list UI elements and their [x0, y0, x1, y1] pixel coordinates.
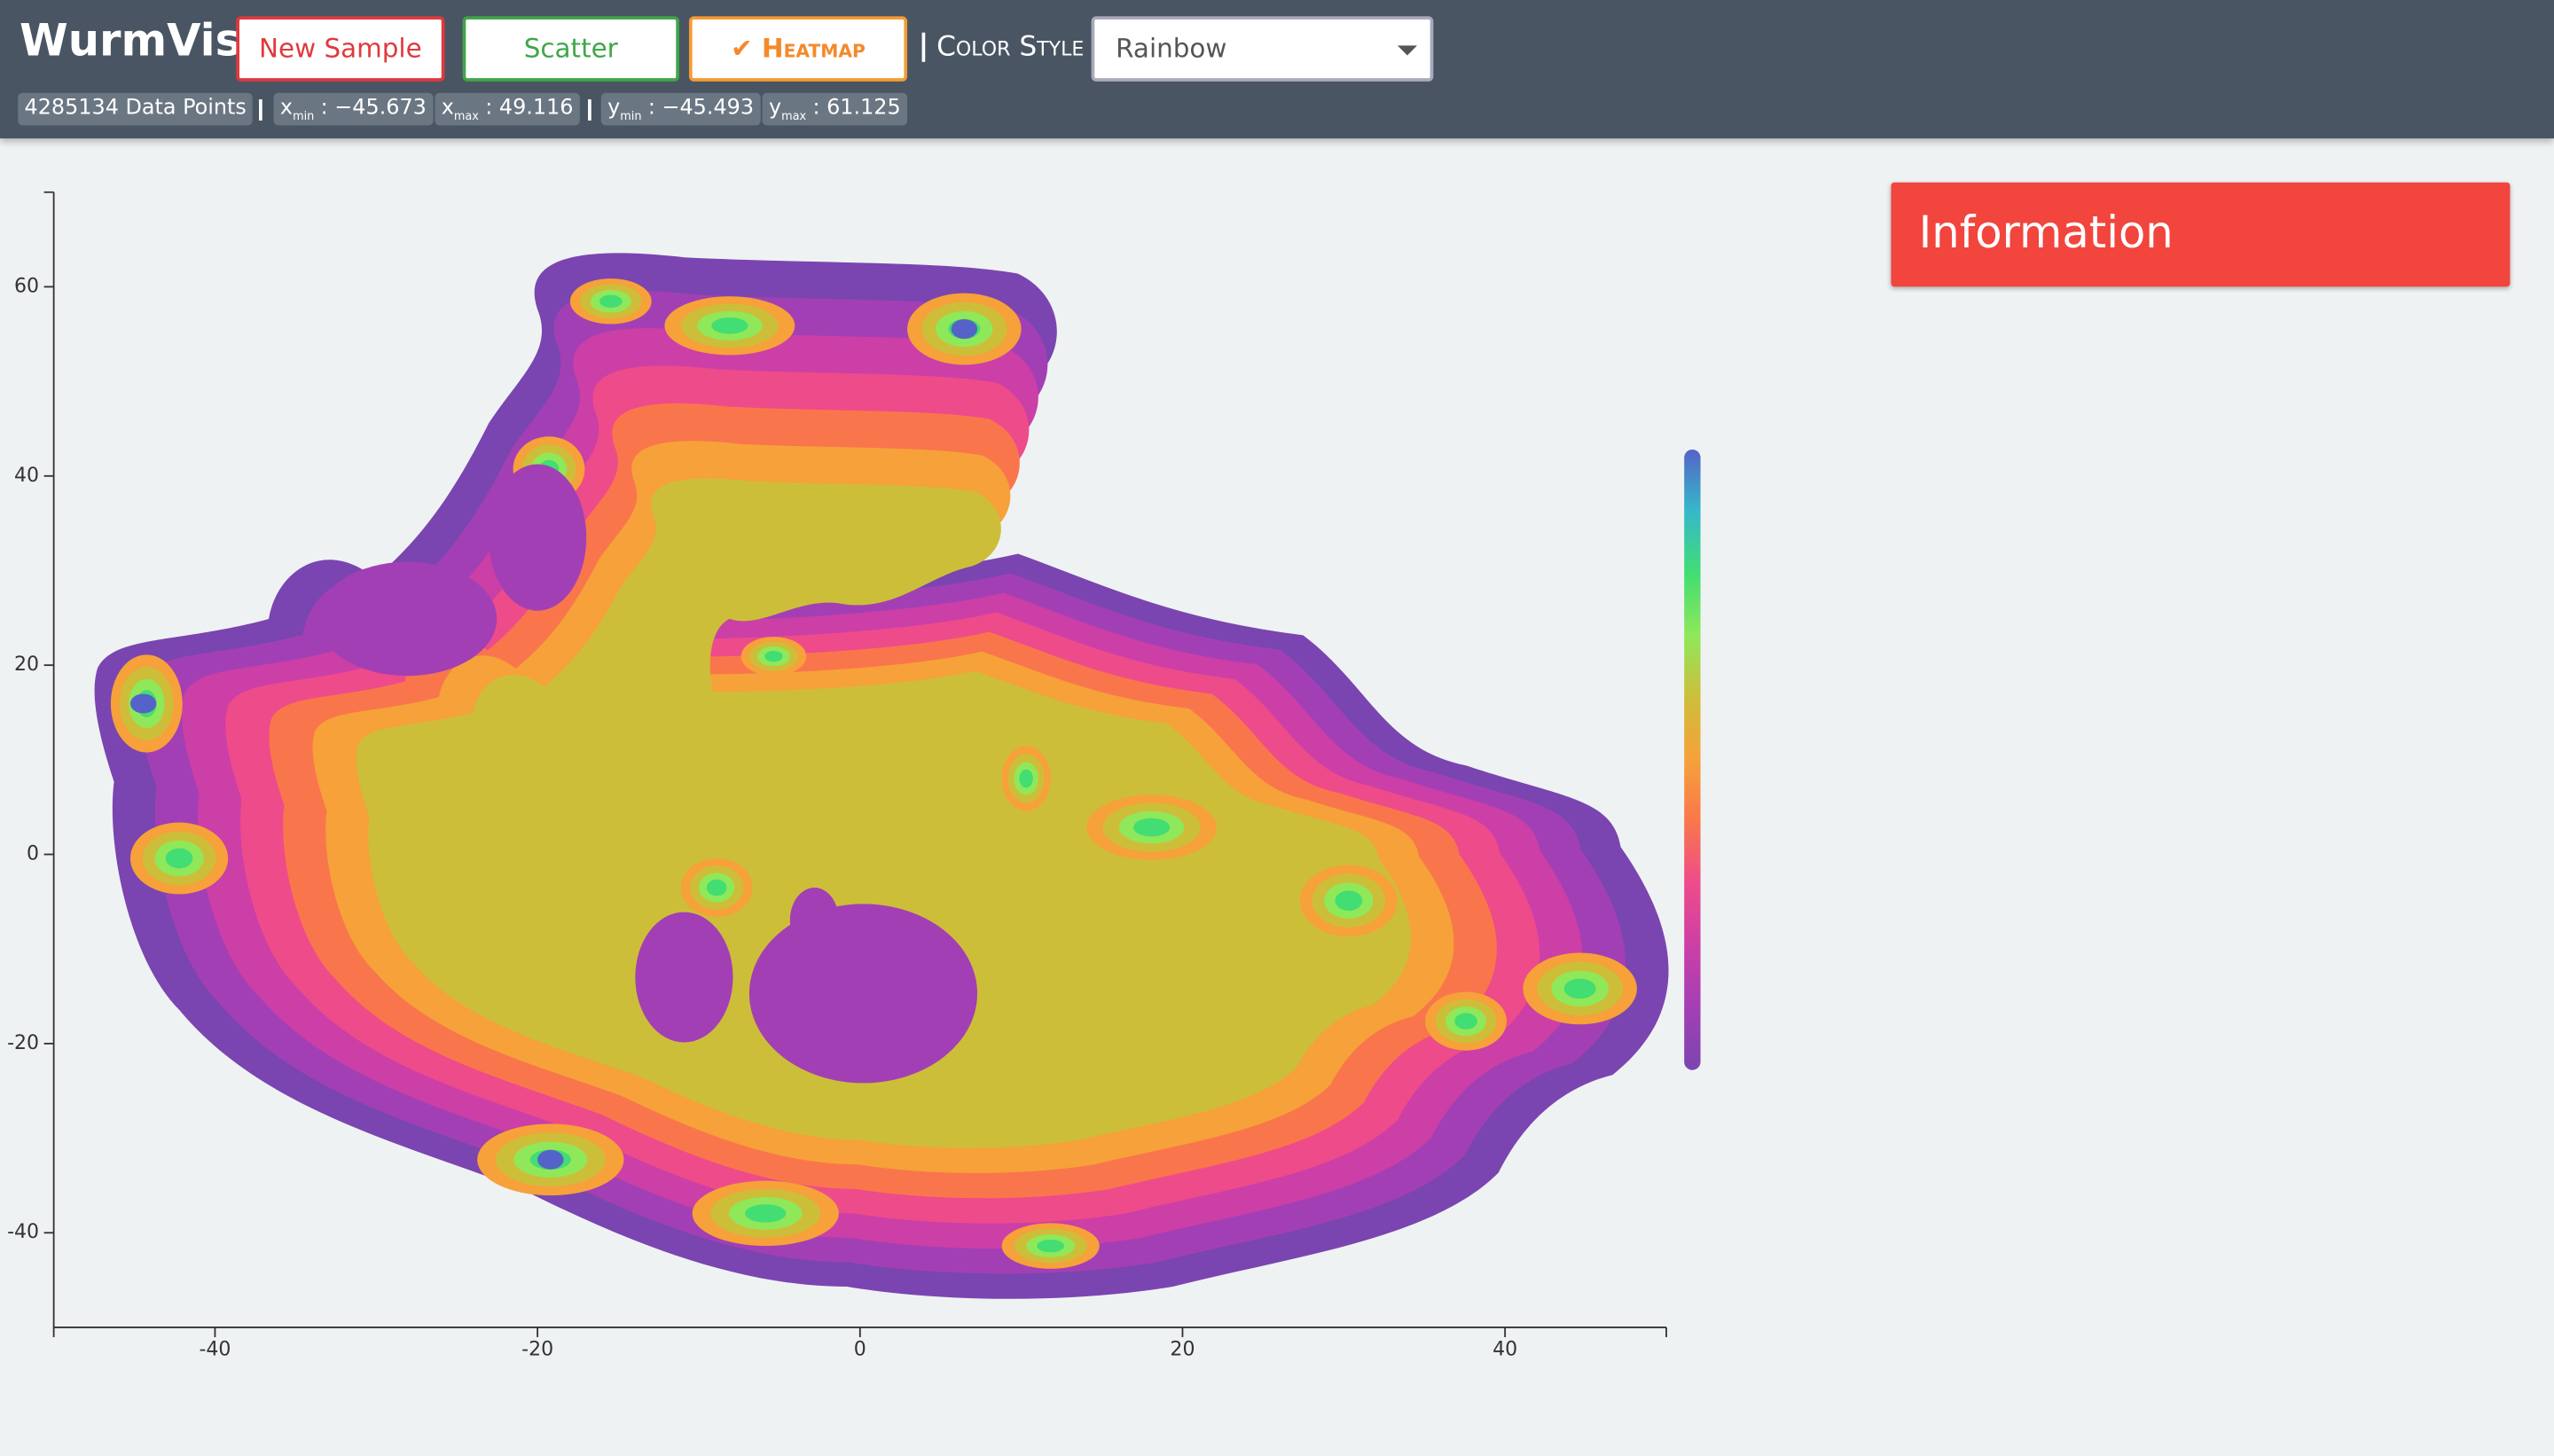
x-tick-label: -40	[199, 1339, 231, 1361]
stat-sub: min	[293, 110, 315, 123]
stat-value: : 49.116	[485, 96, 574, 121]
color-bar	[1684, 449, 1701, 1070]
stat-name: y	[607, 96, 621, 121]
y-tick-label: -20	[7, 1032, 39, 1054]
stat-value: : −45.673	[320, 96, 427, 121]
stat-sub: max	[453, 110, 479, 123]
separator	[921, 32, 925, 62]
app-title: WurmVis	[20, 16, 242, 67]
stat-value: : 61.125	[812, 96, 901, 121]
stat-badge: ymax : 61.125	[762, 92, 908, 126]
void	[489, 464, 587, 611]
scatter-button[interactable]: Scatter	[462, 16, 679, 82]
x-tick-label: 20	[1170, 1339, 1195, 1361]
stat-sub: max	[781, 110, 807, 123]
hotspot	[129, 693, 157, 714]
stat-badge: ymin : −45.493	[600, 92, 761, 126]
stat-name: x	[279, 96, 294, 121]
hotspot	[599, 294, 623, 308]
y-tick-label: 60	[14, 275, 39, 297]
hotspot	[1133, 818, 1171, 837]
x-tick-label: 40	[1492, 1339, 1517, 1361]
caret	[1397, 45, 1417, 56]
hotspot	[1019, 769, 1033, 788]
data-points-badge: 4285134 Data Points	[18, 92, 254, 126]
stat-badge: xmax : 49.116	[435, 92, 580, 126]
heatmap-button[interactable]: ✔ Heatmap	[688, 16, 908, 82]
y-tick-label: 0	[27, 843, 39, 865]
hotspot	[1335, 890, 1363, 912]
x-tick-label: -20	[521, 1339, 553, 1361]
stat-sub: min	[620, 110, 642, 123]
heatmap-chart: -40 -20 0 20 40 60 -40 -20 0 20 40	[7, 191, 1701, 1361]
color-style-select[interactable]: Rainbow	[1091, 16, 1434, 82]
separator	[588, 99, 591, 121]
y-tick-label: 20	[14, 654, 39, 676]
hotspot	[951, 319, 978, 340]
hotspot	[745, 1204, 787, 1223]
stat-name: x	[441, 96, 454, 121]
hotspot	[711, 317, 748, 334]
hotspot	[764, 651, 783, 662]
hotspot	[1563, 978, 1596, 999]
void	[789, 888, 839, 953]
stat-name: y	[768, 96, 782, 121]
hotspot	[706, 879, 727, 896]
void	[635, 912, 733, 1043]
stat-value: : −45.493	[647, 96, 755, 121]
y-tick-label: 40	[14, 465, 39, 487]
y-tick-label: -40	[7, 1221, 39, 1243]
header: WurmVis New Sample Scatter ✔ Heatmap Col…	[0, 0, 2554, 139]
hotspot	[1037, 1239, 1065, 1253]
stat-badge: xmin : −45.673	[273, 92, 434, 126]
void	[748, 904, 978, 1084]
color-style-label: Color Style	[936, 30, 1085, 64]
select-value: Rainbow	[1116, 32, 1227, 64]
x-tick-label: 0	[854, 1339, 866, 1361]
separator	[259, 99, 262, 121]
info-title: Information	[1918, 208, 2174, 260]
hotspot	[1454, 1013, 1477, 1029]
hotspot	[537, 1149, 564, 1170]
void	[317, 561, 497, 677]
hotspot	[165, 848, 193, 869]
new-sample-button[interactable]: New Sample	[236, 16, 445, 82]
info-panel: Information	[1891, 182, 2511, 287]
